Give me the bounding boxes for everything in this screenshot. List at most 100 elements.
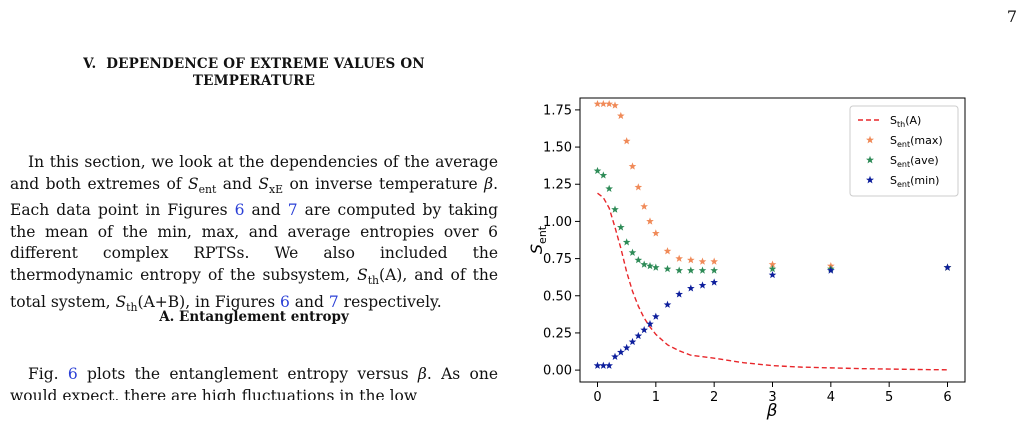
data-point: [634, 331, 643, 340]
data-point: [943, 263, 952, 271]
legend-star-swatch: [866, 135, 874, 144]
figure-ref-6[interactable]: 6: [67, 365, 78, 383]
data-point: [617, 111, 625, 120]
data-point: [611, 205, 619, 213]
data-point: [640, 325, 648, 334]
s-ent-symbol: Sent: [187, 174, 217, 196]
y-tick-label: 0.25: [543, 326, 572, 341]
legend-item: Sent(min): [866, 174, 939, 189]
legend-item: Sent(ave): [866, 154, 939, 169]
data-point: [605, 361, 613, 369]
data-point: [710, 266, 718, 274]
data-point: [640, 260, 648, 268]
data-point: [628, 162, 637, 170]
data-point: [605, 184, 613, 192]
data-point: [768, 260, 777, 268]
text-run: , in Figures: [185, 292, 280, 311]
series-A: [597, 192, 948, 371]
legend-star-swatch: [866, 175, 874, 184]
beta-symbol: β: [484, 174, 494, 193]
legend-box: [849, 105, 959, 197]
x-tick-label: 3: [768, 390, 776, 405]
data-point: [646, 262, 654, 270]
data-point: [675, 266, 683, 274]
data-point: [617, 223, 625, 231]
data-point: [599, 361, 608, 369]
paragraph-1: In this section, we look at the dependen…: [10, 152, 498, 318]
data-point: [687, 266, 695, 274]
page-number: 7: [1006, 7, 1017, 26]
section-heading: V. DEPENDENCE OF EXTREME VALUES ON TEMPE…: [10, 56, 498, 90]
data-point: [628, 337, 637, 346]
y-axis-label: Sent: [527, 225, 549, 254]
data-point: [640, 202, 648, 210]
figure-ref-6[interactable]: 6: [280, 292, 290, 311]
data-point: [652, 263, 660, 271]
data-point: [687, 284, 695, 292]
data-point: [646, 320, 654, 328]
legend-label: Sth(A): [890, 114, 921, 129]
data-point: [768, 264, 777, 273]
x-tick-label: 1: [652, 390, 660, 405]
legend-item: Sent(max): [866, 134, 943, 149]
y-tick-label: 0.00: [543, 364, 572, 379]
text-run: and: [244, 201, 288, 220]
entanglement-entropy-chart: 0 1 2 3 4 5 60.000.250.500.751.001.251.501.75 …: [527, 97, 966, 421]
s-th-ab-symbol: Sth(A+B): [115, 292, 186, 314]
data-point: [710, 278, 718, 286]
y-tick-label: 1.75: [543, 103, 572, 118]
data-point: [605, 99, 613, 108]
text-run: on inverse temperature: [283, 174, 485, 193]
series-min: [593, 263, 952, 369]
text-run: . Each data point in Figures: [10, 174, 498, 220]
data-point: [622, 343, 631, 352]
figure-ref-7[interactable]: 7: [287, 201, 298, 220]
data-point: [599, 99, 608, 108]
figure-ref-6[interactable]: 6: [234, 201, 245, 220]
text-run: and: [216, 174, 259, 193]
section-title-line1: DEPENDENCE OF EXTREME VALUES ON: [106, 56, 425, 72]
data-point: [663, 247, 672, 255]
text-run: In this section, we look at the dependen…: [10, 153, 498, 193]
data-point: [768, 270, 777, 279]
x-tick-label: 6: [943, 390, 951, 405]
text-run: are computed by taking the mean of the m…: [10, 201, 498, 285]
legend-label: Sent(max): [890, 134, 943, 149]
section-number: V.: [83, 56, 97, 72]
data-point: [611, 352, 619, 360]
data-point: [663, 300, 672, 308]
text-run: , and of the total system,: [10, 266, 498, 311]
text-column: V. DEPENDENCE OF EXTREME VALUES ON TEMPE…: [10, 56, 498, 400]
data-point: [698, 266, 707, 274]
s-th-a-symbol: Sth(A): [357, 266, 403, 288]
beta-symbol: β: [417, 365, 427, 383]
data-point: [593, 361, 602, 369]
x-tick-label: 2: [710, 390, 718, 405]
text-run: . As one would expect, there are high fl…: [10, 365, 498, 400]
legend-label: Sent(min): [890, 174, 939, 189]
x-tick-label: 5: [885, 390, 893, 405]
figure-ref-7[interactable]: 7: [328, 292, 339, 311]
text-run: Fig.: [28, 365, 68, 383]
x-tick-label: 4: [827, 390, 835, 405]
legend-item: Sth(A): [858, 114, 921, 129]
y-tick-label: 1.25: [543, 178, 572, 193]
paragraph-2: Fig. 6 plots the entanglement entropy ve…: [10, 364, 498, 400]
text-run: respectively.: [338, 292, 442, 311]
text-run: plots the entanglement entropy versus: [77, 365, 418, 383]
data-point: [617, 348, 625, 356]
data-point: [593, 99, 602, 108]
y-tick-label: 1.50: [543, 141, 572, 156]
data-point: [675, 254, 683, 262]
data-point: [599, 171, 608, 179]
x-axis-label: β: [766, 401, 778, 421]
x-tick-label: 0: [593, 390, 601, 405]
data-point: [622, 238, 631, 246]
data-point: [652, 229, 660, 237]
data-point: [593, 166, 602, 175]
data-point: [710, 257, 718, 265]
data-point: [646, 217, 654, 225]
section-title-line2: TEMPERATURE: [192, 73, 316, 89]
data-point: [634, 183, 643, 191]
data-point: [611, 101, 619, 109]
